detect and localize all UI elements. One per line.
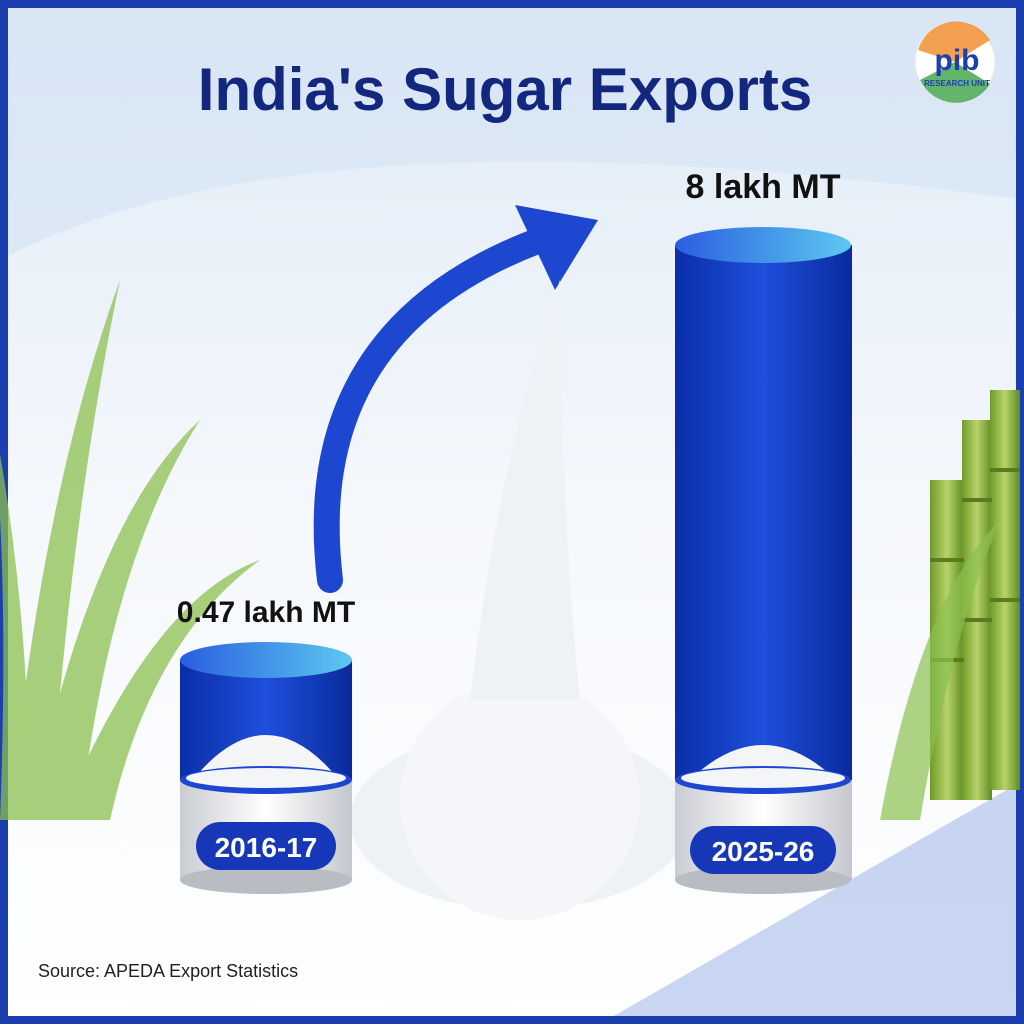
logo: pib RESEARCH UNIT [914, 21, 996, 103]
logo-text: pib [935, 44, 980, 77]
source: Source: APEDA Export Statistics [38, 961, 298, 981]
period-label: 2016-17 [215, 832, 318, 863]
sugarcane [880, 390, 1020, 820]
period-label: 2025-26 [712, 836, 815, 867]
sugar-pile [350, 280, 690, 920]
growth-arrow [313, 205, 598, 593]
swoosh [0, 0, 1024, 260]
logo-subtitle: RESEARCH UNIT [924, 79, 990, 88]
bar-2016 [180, 642, 352, 894]
bar-label: 0.47 lakh MT [177, 596, 355, 629]
bar-2025 [675, 227, 852, 894]
title: India's Sugar Exports [198, 56, 812, 123]
bar-label: 8 lakh MT [686, 168, 841, 206]
swoosh [600, 780, 1024, 1024]
grass [0, 280, 260, 820]
